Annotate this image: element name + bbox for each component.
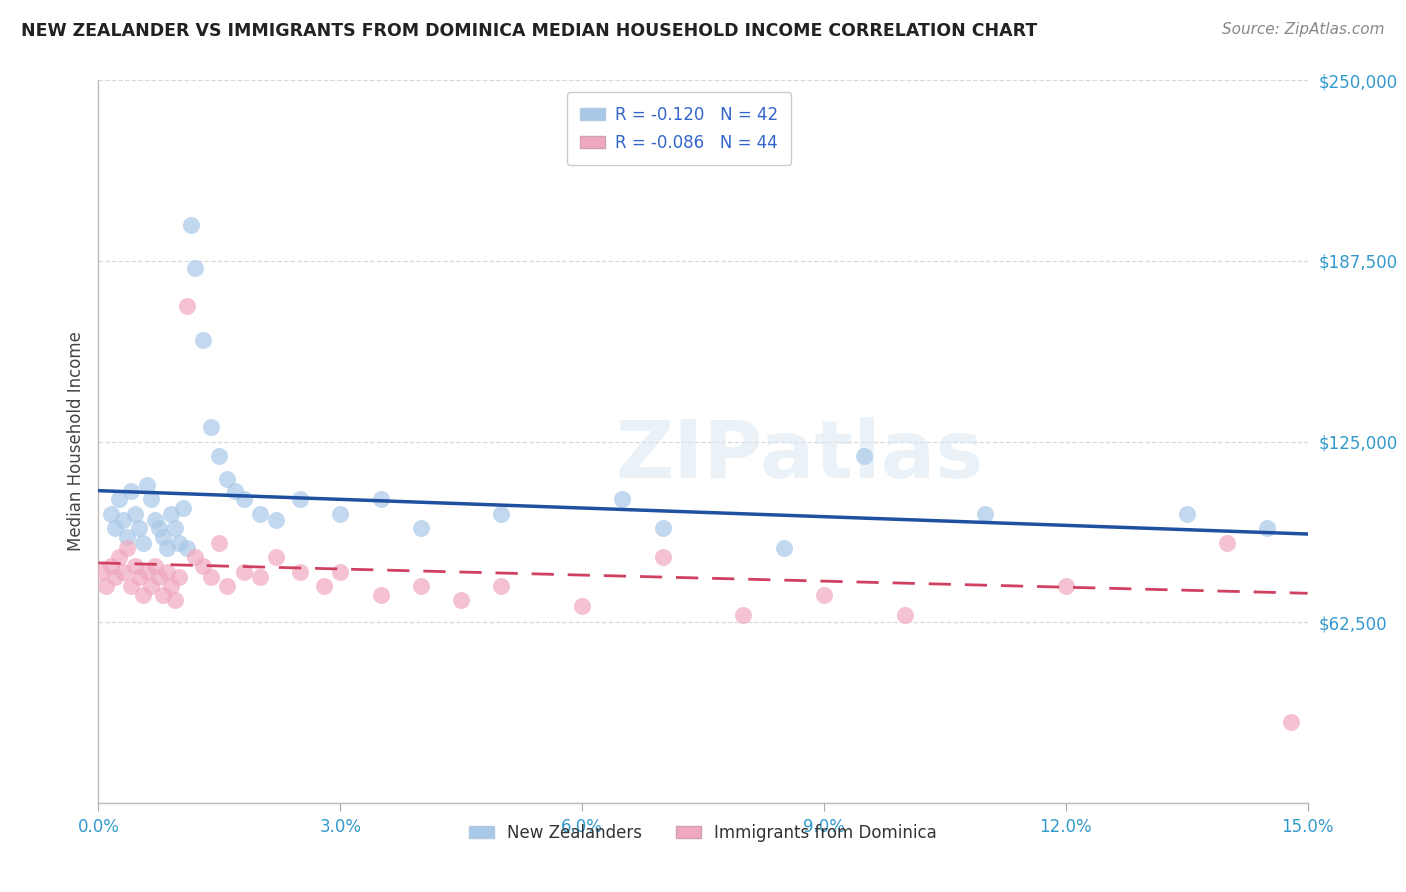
Point [152,588,174,602]
Point [115,541,138,556]
Point [152,530,174,544]
Text: Source: ZipAtlas.com: Source: ZipAtlas.com [1222,22,1385,37]
Point [143,558,166,573]
Point [208,535,231,549]
Point [107,550,129,565]
Point [132,588,155,602]
Legend: New Zealanders, Immigrants from Dominica: New Zealanders, Immigrants from Dominica [463,817,943,848]
Point [224,483,246,498]
Point [184,550,207,565]
Point [111,512,134,526]
Point [120,483,142,498]
Point [612,492,634,507]
Point [115,530,138,544]
Point [176,541,198,556]
Point [264,512,287,526]
Point [100,558,122,573]
Point [163,521,186,535]
Point [409,521,432,535]
Point [139,579,162,593]
Point [1175,507,1198,521]
Point [160,507,183,521]
Point [208,449,231,463]
Point [651,550,673,565]
Point [232,492,254,507]
Point [193,558,215,573]
Point [160,579,183,593]
Point [249,570,271,584]
Point [232,565,254,579]
Point [1216,535,1239,549]
Point [450,593,472,607]
Point [91,565,114,579]
Point [96,579,118,593]
Point [143,512,166,526]
Point [974,507,997,521]
Point [288,565,311,579]
Point [1054,579,1077,593]
Text: NEW ZEALANDER VS IMMIGRANTS FROM DOMINICA MEDIAN HOUSEHOLD INCOME CORRELATION CH: NEW ZEALANDER VS IMMIGRANTS FROM DOMINIC… [21,22,1038,40]
Point [314,579,336,593]
Text: ZIPatlas: ZIPatlas [616,417,984,495]
Point [167,570,190,584]
Point [103,521,125,535]
Point [200,570,222,584]
Point [124,507,146,521]
Point [135,565,157,579]
Y-axis label: Median Household Income: Median Household Income [66,332,84,551]
Point [111,565,134,579]
Point [139,492,162,507]
Point [329,565,352,579]
Point [329,507,352,521]
Point [128,570,150,584]
Point [651,521,673,535]
Point [120,579,142,593]
Point [813,588,835,602]
Point [288,492,311,507]
Point [249,507,271,521]
Point [217,579,239,593]
Point [156,541,179,556]
Point [1256,521,1278,535]
Point [148,521,170,535]
Point [491,579,513,593]
Point [163,593,186,607]
Point [176,299,198,313]
Point [200,420,222,434]
Point [370,588,392,602]
Point [135,478,157,492]
Point [217,472,239,486]
Point [409,579,432,593]
Point [132,535,155,549]
Point [124,558,146,573]
Point [107,492,129,507]
Point [172,501,194,516]
Point [156,565,179,579]
Point [853,449,876,463]
Point [370,492,392,507]
Point [1281,714,1303,729]
Point [491,507,513,521]
Point [893,607,915,622]
Point [733,607,755,622]
Point [180,218,202,232]
Point [100,507,122,521]
Point [167,535,190,549]
Point [264,550,287,565]
Point [571,599,593,614]
Point [148,570,170,584]
Point [103,570,125,584]
Point [772,541,794,556]
Point [184,261,207,276]
Point [193,334,215,348]
Point [128,521,150,535]
